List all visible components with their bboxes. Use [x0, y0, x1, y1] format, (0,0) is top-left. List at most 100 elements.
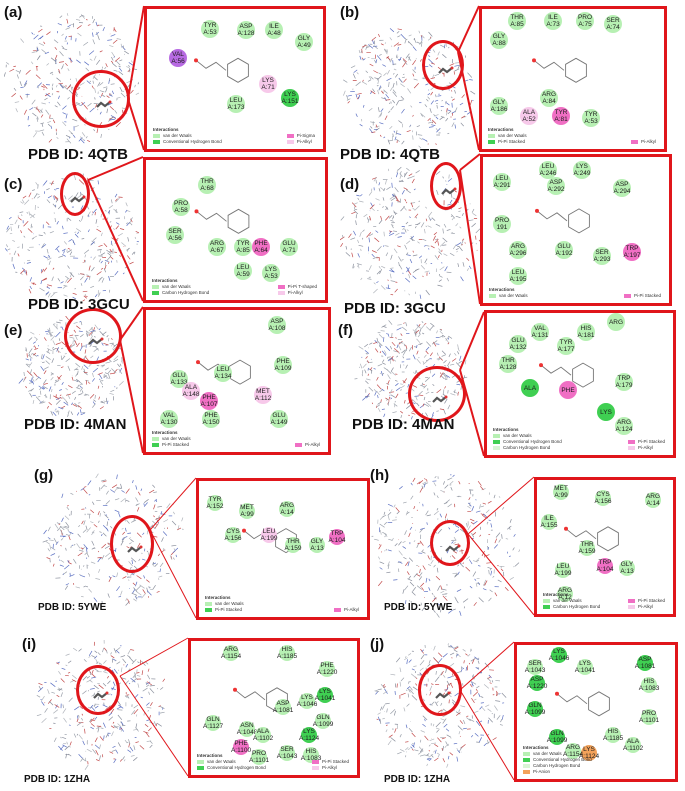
residue-name: ARG: [608, 318, 624, 326]
ligand-2d-structure: [194, 208, 250, 234]
interaction-legend: Interactions van der Waals Conventional Hy…: [493, 427, 562, 451]
residue-id: A:1099: [312, 721, 334, 728]
binding-site-circle: [418, 664, 462, 716]
residue-name: PHE: [204, 412, 218, 419]
legend-swatch: [152, 437, 159, 441]
legend-swatch: [153, 140, 160, 144]
residue-node: LYS A:1046: [549, 647, 569, 663]
legend-label: van der Waals: [553, 598, 582, 603]
residue-id: A:1101: [248, 757, 270, 764]
legend-item: van der Waals: [543, 598, 600, 604]
legend-label: Conventional Hydrogen Bond: [503, 439, 562, 444]
protein-structure-6: [338, 316, 484, 426]
residue-node: SER A:293: [593, 247, 611, 265]
legend-item: Pi-Sigma: [286, 133, 315, 139]
interaction-legend: Interactions van der Waals Conventional Hy…: [523, 745, 592, 775]
residue-node: GLN A:1099: [525, 701, 545, 717]
legend-item: van der Waals: [489, 293, 528, 299]
legend-swatch: [294, 443, 302, 447]
ligand-icon: [445, 541, 461, 559]
residue-node: LEU A:173: [227, 95, 245, 113]
residue-name: GLY: [620, 561, 634, 568]
interaction-legend: Interactions van der Waals Pi-Pi Stacked: [152, 430, 191, 448]
panel-letter: (b): [340, 4, 360, 21]
residue-name: TRP: [617, 375, 631, 382]
pdb-id-label: PDB ID: 4MAN: [352, 416, 455, 433]
residue-name: VAL: [534, 325, 546, 332]
residue-name: THR: [200, 178, 214, 185]
legend-swatch: [493, 440, 500, 444]
residue-node: THR A:159: [285, 537, 302, 553]
residue-id: A:156: [594, 498, 612, 505]
residue-id: A:108: [268, 325, 286, 332]
legend-label: Carbon Hydrogen Bond: [553, 604, 601, 609]
residue-id: A:74: [606, 24, 620, 31]
legend-swatch: [627, 605, 635, 609]
residue-id: A:64: [254, 247, 268, 254]
residue-id: A:246: [539, 170, 557, 177]
residue-name: LYS: [265, 266, 277, 273]
residue-node: PHE: [559, 381, 577, 399]
residue-node: LYS A:151: [281, 89, 299, 107]
residue-node: LYS A:1124: [299, 727, 319, 743]
residue-name: LEU: [541, 163, 555, 170]
panel-letter: (f): [338, 322, 353, 339]
residue-name: TRP: [330, 530, 344, 537]
legend-label: van der Waals: [498, 133, 527, 138]
residue-id: 191: [496, 224, 508, 231]
residue-node: TRP A:197: [623, 243, 641, 261]
residue-name: ARG: [565, 744, 581, 751]
residue-node: LEU A:134: [214, 364, 232, 382]
residue-name: VAL: [163, 412, 175, 419]
residue-id: A:14: [646, 500, 660, 507]
legend-swatch: [493, 434, 500, 438]
residue-name: ILE: [548, 14, 558, 21]
residue-name: GLN: [550, 730, 564, 737]
legend-label: Conventional Hydrogen Bond: [163, 139, 222, 144]
legend-item: Pi-Pi Stacked: [488, 139, 527, 145]
interaction-legend-right: Pi-Pi Stacked Pi-Alkyl: [627, 598, 665, 610]
legend-swatch: [488, 140, 495, 144]
residue-name: ASP: [530, 676, 544, 683]
residue-node: LYS A:53: [262, 264, 280, 282]
residue-name: TYR: [203, 22, 217, 29]
residue-node: ARG A:1154: [221, 645, 241, 661]
legend-label: Pi-Pi Stacked: [498, 139, 526, 144]
ligand-icon: [441, 184, 457, 202]
legend-title: Interactions: [205, 595, 231, 600]
binding-site-circle: [430, 162, 462, 210]
residue-node: PRO 191: [493, 215, 511, 233]
residue-name: GLU: [557, 243, 571, 250]
residue-node: GLN A:1099: [547, 729, 567, 745]
binding-site-circle: [110, 515, 154, 573]
residue-name: THR: [510, 14, 524, 21]
legend-label: van der Waals: [162, 284, 191, 289]
residue-node: THR A:159: [579, 540, 596, 556]
residue-node: ASP A:1220: [527, 675, 547, 691]
residue-node: LEU A:246: [539, 161, 557, 179]
residue-id: A:75: [578, 21, 592, 28]
residue-node: GLU A:71: [280, 238, 298, 256]
legend-label: Pi-Alkyl: [287, 290, 303, 295]
legend-item: Pi-Alkyl: [277, 290, 317, 296]
residue-node: HIS A:1185: [277, 645, 297, 661]
legend-swatch: [523, 764, 530, 768]
residue-node: PHE A:1100: [231, 739, 251, 755]
residue-node: GLY A:88: [490, 31, 508, 49]
residue-node: PRO A:58: [172, 198, 190, 216]
residue-id: A:156: [224, 535, 242, 542]
pdb-id-label: PDB ID: 4MAN: [24, 416, 127, 433]
residue-name: TYR: [559, 339, 573, 346]
interaction-legend-right: Pi-Pi Stacked Pi-Alkyl: [627, 439, 665, 451]
residue-node: ASP A:108: [268, 316, 286, 334]
residue-node: TYR A:177: [557, 337, 575, 355]
residue-id: A:149: [270, 419, 288, 426]
residue-id: A:1081: [634, 663, 656, 670]
interaction-legend-right: Pi-Alkyl: [630, 139, 656, 145]
residue-id: A:71: [282, 247, 296, 254]
legend-item: Pi-Pi Stacked: [627, 598, 665, 604]
residue-name: ASN: [240, 722, 254, 729]
residue-id: A:112: [254, 395, 272, 402]
residue-node: ASP A:1081: [273, 699, 293, 715]
residue-name: ALA: [626, 738, 640, 745]
